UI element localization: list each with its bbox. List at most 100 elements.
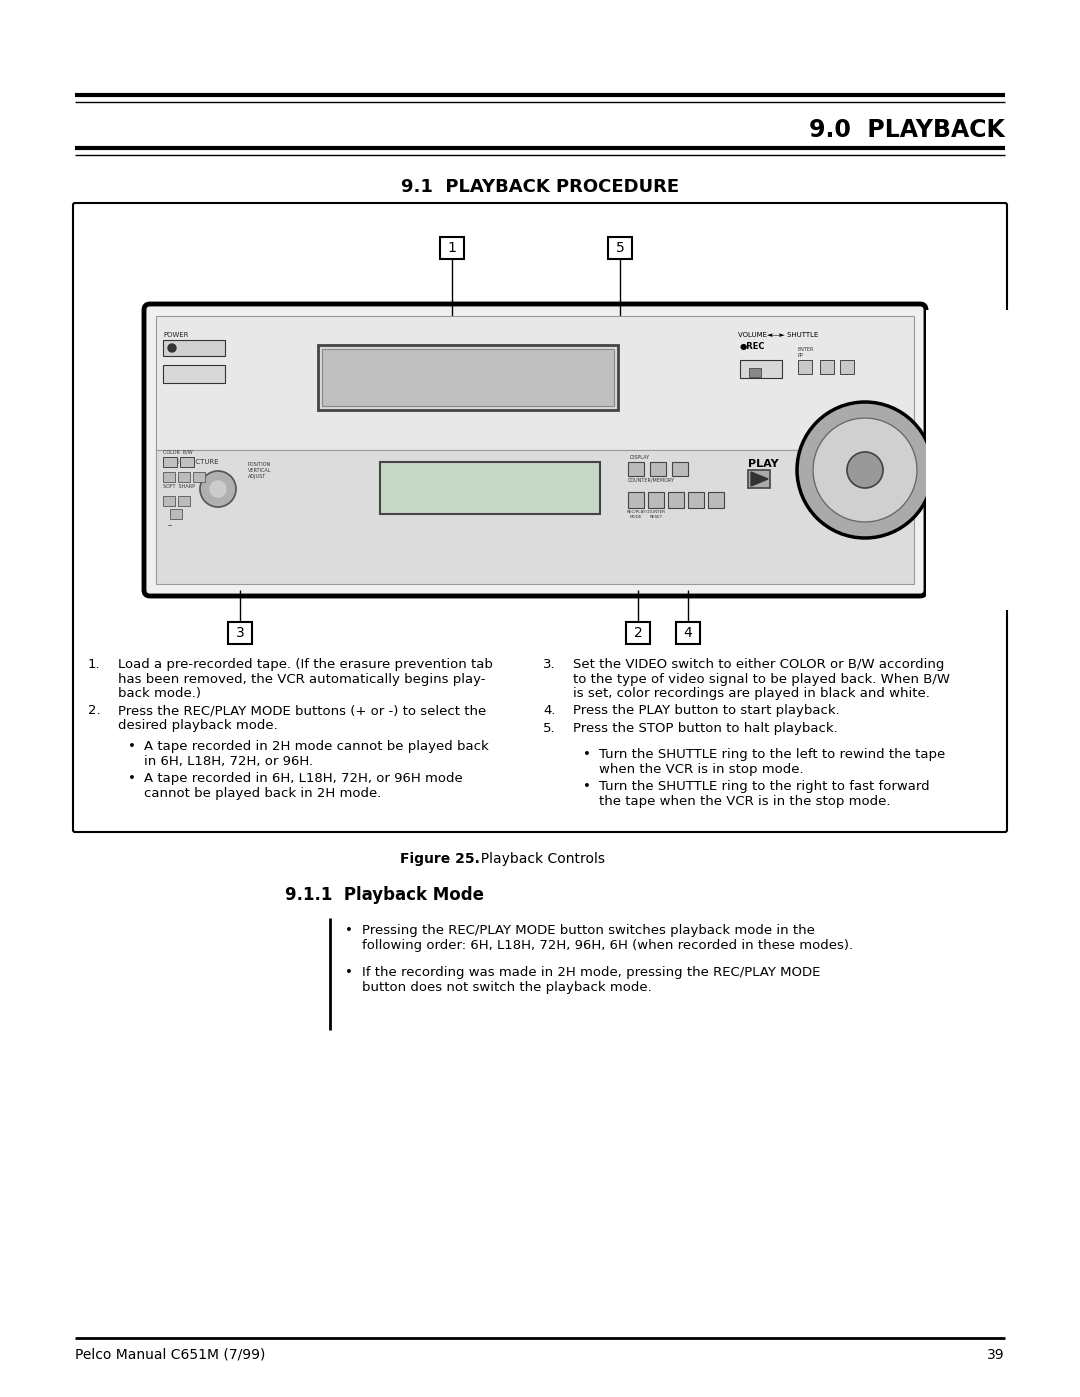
- Text: •: •: [583, 747, 591, 761]
- Text: COLOR  B/W: COLOR B/W: [163, 450, 192, 455]
- Text: in 6H, L18H, 72H, or 96H.: in 6H, L18H, 72H, or 96H.: [144, 754, 313, 767]
- FancyBboxPatch shape: [73, 203, 1007, 833]
- Text: the tape when the VCR is in the stop mode.: the tape when the VCR is in the stop mod…: [599, 795, 891, 807]
- Text: COUNTER/MEMORY: COUNTER/MEMORY: [627, 478, 675, 483]
- Text: 9.0  PLAYBACK: 9.0 PLAYBACK: [809, 117, 1005, 142]
- Bar: [228, 622, 252, 644]
- Bar: [672, 462, 688, 476]
- Bar: [163, 365, 225, 383]
- Text: 1: 1: [447, 242, 457, 256]
- Text: COUNTER
RESET: COUNTER RESET: [646, 510, 666, 518]
- Circle shape: [847, 453, 883, 488]
- Text: Set the VIDEO switch to either COLOR or B/W according: Set the VIDEO switch to either COLOR or …: [573, 658, 944, 671]
- Text: Turn the SHUTTLE ring to the left to rewind the tape: Turn the SHUTTLE ring to the left to rew…: [599, 747, 945, 761]
- Text: 4: 4: [684, 626, 692, 640]
- Text: Press the PLAY button to start playback.: Press the PLAY button to start playback.: [573, 704, 840, 717]
- Text: back mode.): back mode.): [118, 687, 201, 700]
- Circle shape: [168, 344, 176, 352]
- Bar: [163, 339, 225, 356]
- Bar: [380, 462, 600, 514]
- Bar: [322, 349, 615, 407]
- Bar: [627, 492, 644, 509]
- Text: 3.: 3.: [543, 658, 555, 671]
- Text: DISPLAY: DISPLAY: [630, 455, 650, 460]
- Text: 9.1  PLAYBACK PROCEDURE: 9.1 PLAYBACK PROCEDURE: [401, 177, 679, 196]
- Text: A tape recorded in 6H, L18H, 72H, or 96H mode: A tape recorded in 6H, L18H, 72H, or 96H…: [144, 773, 462, 785]
- Text: 5: 5: [616, 242, 624, 256]
- Bar: [688, 492, 704, 509]
- Text: Turn the SHUTTLE ring to the right to fast forward: Turn the SHUTTLE ring to the right to fa…: [599, 780, 930, 793]
- Text: Press the STOP button to halt playback.: Press the STOP button to halt playback.: [573, 722, 838, 735]
- Text: Figure 25.: Figure 25.: [400, 852, 480, 866]
- Text: •: •: [345, 923, 353, 937]
- Bar: [178, 472, 190, 482]
- Text: 9.1.1  Playback Mode: 9.1.1 Playback Mode: [285, 886, 484, 904]
- Text: ENTER
PP: ENTER PP: [798, 348, 814, 358]
- Text: ●REC: ●REC: [740, 342, 766, 351]
- Bar: [608, 237, 632, 258]
- Bar: [798, 360, 812, 374]
- Bar: [627, 462, 644, 476]
- Text: STOP: STOP: [742, 360, 761, 370]
- Text: 4.: 4.: [543, 704, 555, 717]
- Text: 3: 3: [235, 626, 244, 640]
- Text: 2.: 2.: [87, 704, 100, 717]
- Text: A tape recorded in 2H mode cannot be played back: A tape recorded in 2H mode cannot be pla…: [144, 740, 489, 753]
- Bar: [163, 457, 177, 467]
- Circle shape: [797, 402, 933, 538]
- Bar: [676, 622, 700, 644]
- Text: 39: 39: [987, 1348, 1005, 1362]
- Text: 2: 2: [634, 626, 643, 640]
- Text: has been removed, the VCR automatically begins play-: has been removed, the VCR automatically …: [118, 672, 486, 686]
- Bar: [926, 310, 1080, 610]
- Text: when the VCR is in stop mode.: when the VCR is in stop mode.: [599, 763, 804, 775]
- Bar: [178, 496, 190, 506]
- Text: Playback Controls: Playback Controls: [472, 852, 605, 866]
- Text: •: •: [345, 965, 353, 979]
- Bar: [318, 345, 618, 409]
- Text: cannot be played back in 2H mode.: cannot be played back in 2H mode.: [144, 787, 381, 799]
- Bar: [193, 472, 205, 482]
- Text: –: –: [167, 521, 172, 529]
- Text: VIDEO  PICTURE: VIDEO PICTURE: [163, 460, 218, 465]
- Text: REC/PLAY
MODE: REC/PLAY MODE: [626, 510, 646, 518]
- Text: POWER: POWER: [163, 332, 189, 338]
- Text: PLAY: PLAY: [748, 460, 779, 469]
- Circle shape: [210, 481, 226, 497]
- Bar: [820, 360, 834, 374]
- Text: If the recording was made in 2H mode, pressing the REC/PLAY MODE: If the recording was made in 2H mode, pr…: [362, 965, 821, 979]
- Bar: [840, 360, 854, 374]
- Bar: [748, 469, 770, 488]
- Circle shape: [813, 418, 917, 522]
- Bar: [180, 457, 194, 467]
- Text: 1.: 1.: [87, 658, 100, 671]
- Bar: [170, 509, 183, 520]
- FancyBboxPatch shape: [144, 305, 926, 597]
- Text: Pressing the REC/PLAY MODE button switches playback mode in the: Pressing the REC/PLAY MODE button switch…: [362, 923, 815, 937]
- Text: •: •: [129, 740, 136, 753]
- Bar: [156, 450, 914, 584]
- Bar: [626, 622, 650, 644]
- Bar: [163, 496, 175, 506]
- Text: Load a pre-recorded tape. (If the erasure prevention tab: Load a pre-recorded tape. (If the erasur…: [118, 658, 492, 671]
- Text: to the type of video signal to be played back. When B/W: to the type of video signal to be played…: [573, 672, 950, 686]
- Bar: [648, 492, 664, 509]
- Bar: [440, 237, 464, 258]
- Bar: [708, 492, 724, 509]
- Text: is set, color recordings are played in black and white.: is set, color recordings are played in b…: [573, 687, 930, 700]
- Bar: [750, 367, 761, 377]
- Text: ▲EJECT: ▲EJECT: [167, 369, 194, 379]
- Bar: [650, 462, 666, 476]
- Text: SOFT  SHARP: SOFT SHARP: [163, 483, 195, 489]
- Bar: [669, 492, 684, 509]
- Polygon shape: [751, 472, 768, 486]
- Text: 5.: 5.: [543, 722, 555, 735]
- Text: POSITION
VERTICAL
ADJUST: POSITION VERTICAL ADJUST: [248, 462, 271, 479]
- Text: following order: 6H, L18H, 72H, 96H, 6H (when recorded in these modes).: following order: 6H, L18H, 72H, 96H, 6H …: [362, 939, 853, 951]
- Text: Press the REC/PLAY MODE buttons (+ or -) to select the: Press the REC/PLAY MODE buttons (+ or -)…: [118, 704, 486, 717]
- Text: VOLUME◄—► SHUTTLE: VOLUME◄—► SHUTTLE: [738, 332, 819, 338]
- Circle shape: [200, 471, 237, 507]
- Text: button does not switch the playback mode.: button does not switch the playback mode…: [362, 981, 651, 993]
- Text: desired playback mode.: desired playback mode.: [118, 718, 278, 732]
- Bar: [740, 360, 782, 379]
